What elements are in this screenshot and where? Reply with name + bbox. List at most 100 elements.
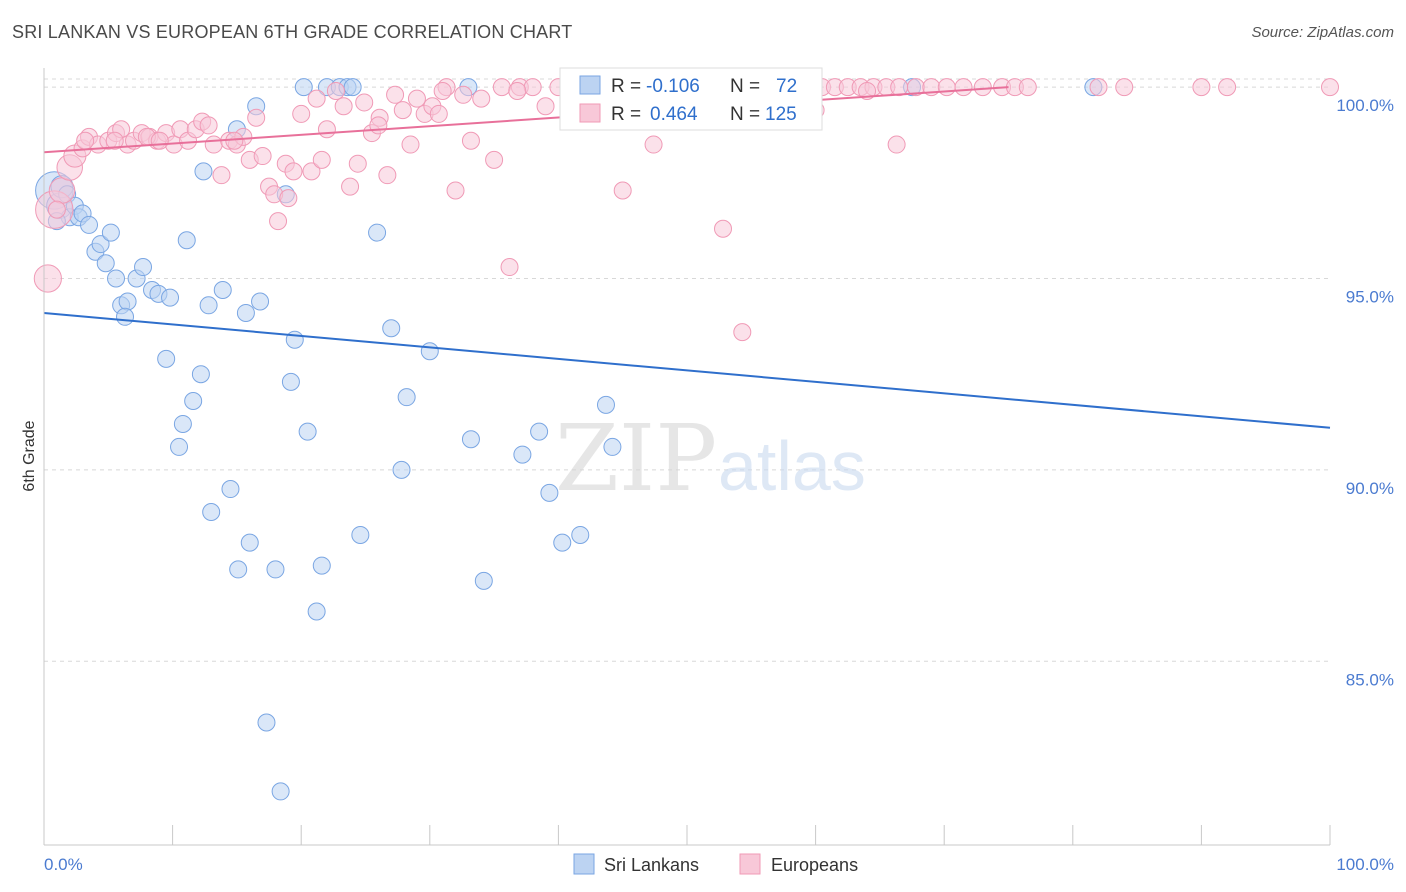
chart-title: SRI LANKAN VS EUROPEAN 6TH GRADE CORRELA…	[12, 22, 573, 42]
legend-r-label-0: R =	[611, 76, 641, 97]
sri-lankan-point	[474, 571, 493, 590]
sri-lankan-point	[603, 437, 622, 456]
european-point	[858, 81, 877, 100]
sri-lankan-point	[118, 292, 137, 311]
european-point	[253, 147, 272, 166]
sri-lankan-point	[116, 307, 135, 326]
european-point	[733, 323, 752, 342]
sri-lankan-point	[307, 602, 326, 621]
european-point	[887, 135, 906, 154]
european-point	[461, 131, 480, 150]
sri-lankan-point	[191, 365, 210, 384]
european-point	[48, 177, 76, 204]
legend-bottom-swatch-sri-lankans	[573, 853, 595, 875]
european-point	[302, 162, 321, 181]
y-tick-label: 85.0%	[1346, 670, 1394, 689]
sri-lankan-point	[540, 483, 559, 502]
legend-n-label-1: N =	[730, 104, 760, 125]
legend-r-value-1: 0.464	[650, 104, 698, 125]
legend-bottom-swatch-europeans	[739, 853, 761, 875]
sri-lankan-point	[229, 560, 248, 579]
watermark: ZIP atlas	[555, 405, 866, 512]
european-point	[1321, 78, 1339, 97]
sri-lankan-point	[240, 533, 259, 552]
legend-n-label-0: N =	[730, 76, 760, 97]
european-point	[76, 131, 95, 150]
sri-lankan-point	[80, 215, 99, 234]
european-point	[508, 81, 527, 100]
european-point	[312, 150, 331, 169]
european-point	[269, 212, 288, 231]
european-point	[446, 181, 465, 200]
european-point	[150, 131, 169, 150]
sri-lankan-point	[553, 533, 572, 552]
sri-lankan-point	[351, 525, 370, 544]
legend-top: R = -0.106 N = 72 R = 0.464 N = 125	[559, 67, 823, 131]
legend-top-box	[559, 67, 823, 131]
trend-lines	[43, 86, 1331, 429]
european-point	[433, 81, 452, 100]
sri-lankan-point	[343, 78, 362, 97]
european-point	[401, 135, 420, 154]
x-ticks	[43, 825, 1331, 845]
european-point	[407, 89, 426, 108]
european-point	[212, 166, 231, 185]
sri-lankan-point	[202, 503, 221, 521]
sri-lankan-point	[236, 303, 255, 322]
european-point	[355, 93, 374, 112]
sri-lankan-point	[221, 480, 240, 499]
european-point	[393, 101, 412, 120]
european-point	[247, 108, 266, 127]
sri-lankan-point	[397, 388, 416, 407]
sri-lankan-point	[312, 556, 331, 575]
legend-swatch-pink	[579, 103, 601, 123]
european-point	[334, 97, 353, 116]
sri-lankan-point	[194, 162, 213, 181]
european-point	[326, 81, 345, 100]
sri-lankan-point	[298, 422, 317, 441]
european-point	[973, 78, 992, 97]
sri-lankan-point	[382, 319, 401, 338]
sri-lankan-point	[596, 395, 615, 414]
legend-r-label-1: R =	[611, 104, 641, 125]
legend-bottom-label-sri-lankans: Sri Lankans	[604, 855, 699, 875]
sri-lankan-point	[213, 281, 232, 299]
sri-lankan-point	[184, 392, 203, 410]
european-point	[47, 200, 66, 219]
european-point	[714, 219, 733, 238]
sri-lankan-point	[177, 231, 196, 250]
x-tick-label-min: 0.0%	[44, 855, 83, 874]
european-point	[485, 150, 504, 169]
european-point	[204, 135, 223, 154]
sri-lankan-point	[368, 223, 387, 242]
sri-lankan-point	[257, 713, 276, 732]
european-point	[937, 78, 956, 97]
european-point	[348, 154, 367, 173]
european-point	[105, 131, 124, 150]
sri-lankan-point	[420, 342, 439, 361]
european-point	[954, 78, 973, 97]
sri-lankan-point	[170, 437, 189, 456]
y-tick-label: 95.0%	[1346, 288, 1394, 307]
european-point	[523, 78, 542, 97]
sri-lankan-point	[294, 78, 313, 97]
sri-lankan-point	[461, 430, 480, 449]
trend-line-europeans	[43, 86, 1009, 154]
european-point	[890, 78, 909, 97]
european-point	[429, 104, 448, 123]
european-point	[1192, 78, 1211, 97]
european-point	[472, 89, 491, 108]
sri-lankan-point	[285, 330, 304, 349]
sri-lankan-point	[281, 372, 300, 391]
sri-lankan-point	[251, 292, 270, 311]
sri-lankan-point	[134, 258, 153, 277]
european-point	[1218, 78, 1237, 97]
legend-bottom: Sri Lankans Europeans	[573, 853, 858, 875]
european-point	[317, 120, 336, 139]
european-point	[378, 166, 397, 185]
sri-lankan-point	[96, 254, 115, 273]
legend-bottom-label-europeans: Europeans	[771, 855, 858, 875]
european-point	[1115, 78, 1134, 97]
sri-lankan-point	[173, 414, 192, 433]
